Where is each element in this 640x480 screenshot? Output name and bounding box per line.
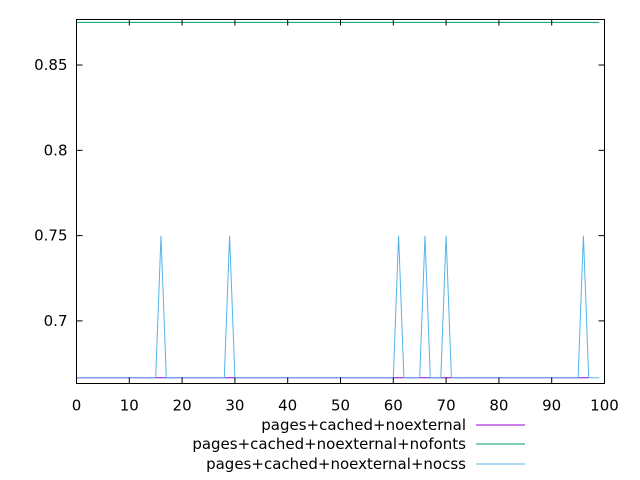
series-line-3: [76, 235, 600, 379]
x-tick-label: 40: [278, 397, 297, 415]
plot-frame: [76, 19, 605, 384]
y-tick-label: 0.7: [44, 312, 68, 330]
y-tick-label: 0.8: [44, 141, 68, 159]
x-tick-label: 60: [384, 397, 403, 415]
legend-label-1: pages+cached+noexternal: [261, 416, 466, 434]
x-tick-label: 90: [542, 397, 561, 415]
x-tick-label: 0: [72, 397, 82, 415]
y-tick-label: 0.85: [34, 56, 67, 74]
legend-label-3: pages+cached+noexternal+nocss: [206, 455, 466, 473]
x-tick-label: 80: [489, 397, 508, 415]
x-tick-label: 100: [590, 397, 619, 415]
x-tick-label: 20: [173, 397, 192, 415]
plot-lines: [76, 21, 600, 379]
x-tick-label: 10: [120, 397, 139, 415]
legend-label-2: pages+cached+noexternal+nofonts: [192, 435, 466, 453]
x-tick-label: 70: [437, 397, 456, 415]
y-axis-ticks: 0.7 0.75 0.8 0.85: [34, 56, 605, 330]
x-axis-ticks: 0 10 20 30 40 50 60 70 80 90 100: [72, 19, 619, 415]
y-tick-label: 0.75: [34, 227, 67, 245]
legend: pages+cached+noexternalpages+cached+noex…: [192, 416, 525, 473]
x-tick-label: 30: [225, 397, 244, 415]
x-tick-label: 50: [331, 397, 350, 415]
